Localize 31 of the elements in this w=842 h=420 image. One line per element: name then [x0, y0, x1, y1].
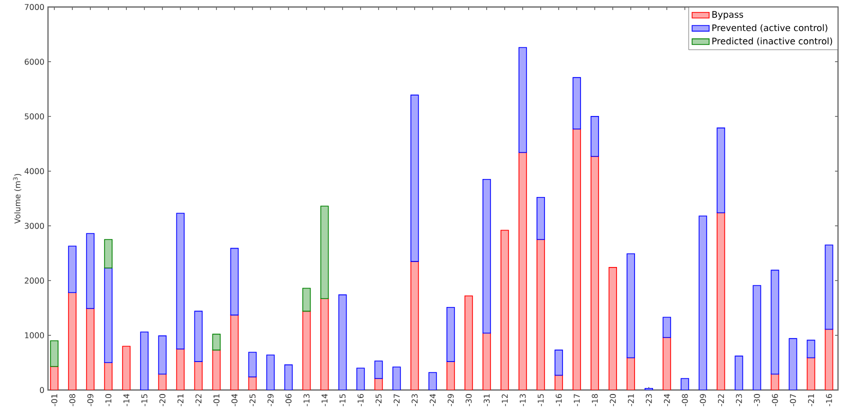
bar	[716, 128, 726, 214]
bar	[410, 94, 419, 262]
bar	[248, 352, 257, 378]
bar	[50, 340, 58, 367]
bar	[662, 316, 672, 338]
bar	[626, 253, 636, 358]
bar	[158, 335, 167, 375]
bar	[572, 77, 581, 130]
bar	[302, 288, 311, 312]
bar	[176, 212, 185, 350]
legend-label: Bypass	[712, 11, 744, 20]
bar	[320, 206, 329, 300]
bar	[806, 340, 816, 358]
bar	[212, 334, 221, 350]
bar	[104, 268, 113, 364]
bar	[590, 116, 599, 157]
bar	[482, 178, 491, 334]
bar	[230, 248, 239, 316]
bar	[68, 246, 77, 294]
bar	[104, 239, 113, 268]
bar	[518, 47, 527, 153]
legend-label: Predicted (inactive control)	[712, 37, 832, 46]
bar	[86, 233, 95, 309]
bar	[374, 360, 383, 379]
bar	[446, 306, 455, 362]
bar	[536, 197, 545, 240]
bar	[824, 244, 834, 330]
bar	[194, 310, 203, 362]
legend-label: Prevented (active control)	[712, 24, 828, 32]
bar	[770, 270, 780, 375]
bar	[554, 350, 563, 376]
